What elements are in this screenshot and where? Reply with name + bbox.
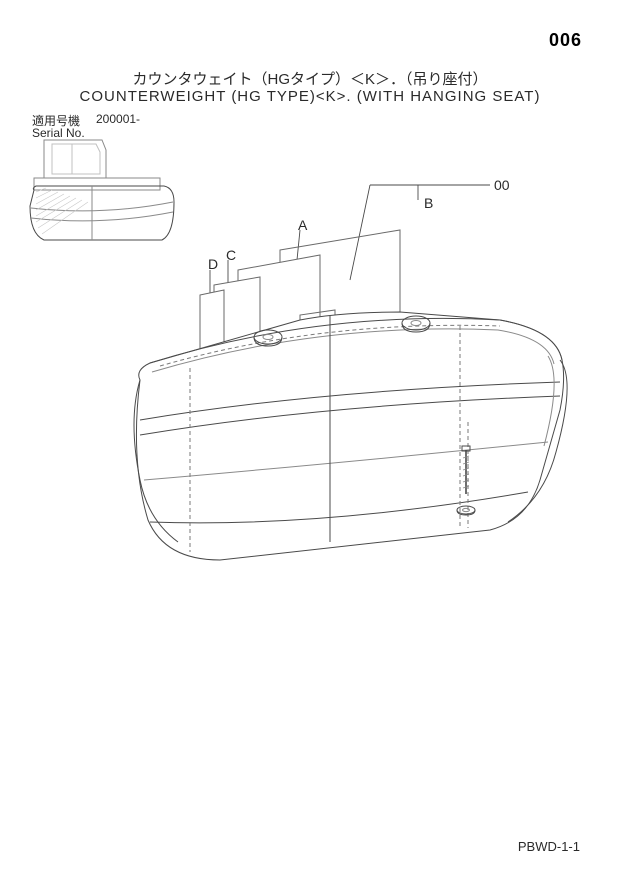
title-japanese: カウンタウェイト（HGタイプ）＜K＞．（吊り座付） (0, 68, 620, 89)
page-number: 006 (549, 30, 582, 51)
reference-assembly-icon (30, 140, 174, 240)
title-english: COUNTERWEIGHT (HG TYPE)<K>. (WITH HANGIN… (0, 88, 620, 105)
document-code: PBWD-1-1 (518, 839, 580, 854)
counterweight-body (134, 312, 567, 560)
exploded-diagram (0, 120, 620, 680)
